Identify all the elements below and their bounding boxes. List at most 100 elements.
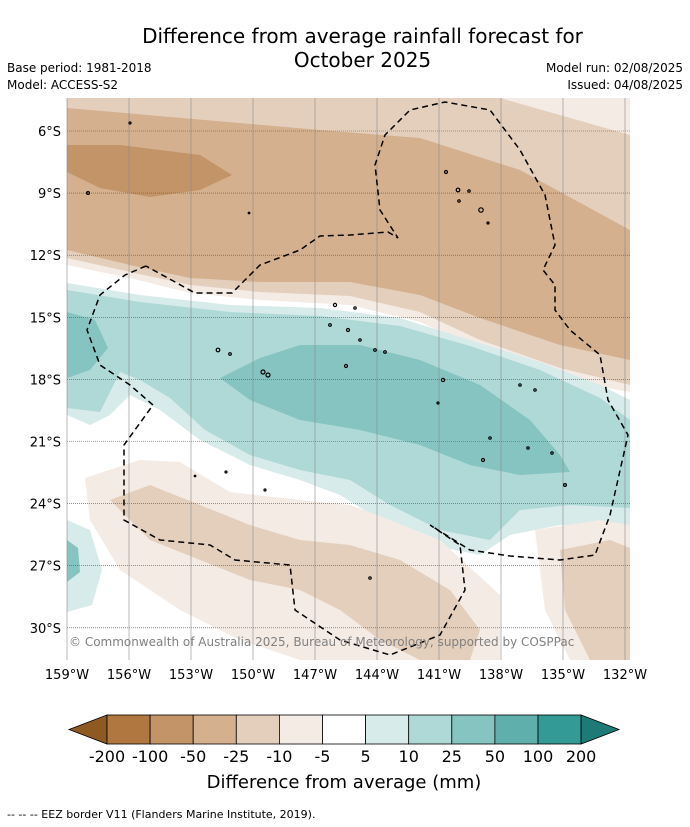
island-marker — [373, 348, 377, 352]
island-marker — [480, 457, 486, 463]
southwest-wet-light — [67, 540, 80, 582]
colorbar-tick-label: 10 — [399, 747, 419, 766]
island-marker — [215, 347, 221, 353]
island-marker — [345, 327, 351, 333]
colorbar-title: Difference from average (mm) — [207, 772, 482, 793]
latitude-label: 21°S — [30, 436, 61, 451]
colorbar-tick-label: 200 — [566, 747, 597, 766]
longitude-label: 132°W — [603, 668, 647, 683]
longitude-label: 138°W — [479, 668, 523, 683]
island-marker — [436, 401, 440, 405]
colorbar-tick-label: 25 — [442, 747, 462, 766]
eez-border — [86, 101, 629, 656]
longitude-label: 141°W — [417, 668, 461, 683]
rainfall-map-figure: 6°S 9°S 12°S 15°S 18°S 21°S 24°S 27°S 30°S 159°W… — [30, 98, 647, 793]
title-line-1: Difference from average rainfall forecas… — [142, 24, 583, 48]
map-title: Difference from average rainfall forecas… — [70, 24, 655, 72]
wet-band-west — [67, 312, 108, 378]
colorbar-tick-label: -50 — [180, 747, 206, 766]
island-marker — [467, 189, 471, 193]
south-dry-light — [110, 485, 480, 660]
southeast-dry-light — [560, 540, 630, 660]
island-marker — [85, 191, 90, 196]
longitude-label: 159°W — [45, 668, 89, 683]
base-period: Base period: 1981-2018 — [7, 61, 152, 75]
latitude-label: 30°S — [30, 622, 61, 637]
colorbar-segment — [408, 714, 453, 745]
colorbar-segment — [278, 714, 323, 745]
longitude-label: 147°W — [293, 668, 337, 683]
issued-date: Issued: 04/08/2025 — [567, 78, 683, 92]
title-line-2: October 2025 — [293, 48, 432, 72]
southwest-wet-outer — [67, 520, 102, 612]
latitude-label: 6°S — [38, 125, 61, 140]
island-marker — [263, 488, 267, 492]
colorbar-segment — [451, 714, 496, 745]
island-marker — [486, 221, 490, 225]
island-marker — [193, 474, 197, 478]
latitude-label: 12°S — [30, 249, 61, 264]
longitude-label: 135°W — [541, 668, 585, 683]
colorbar-segment — [149, 714, 194, 745]
latitude-label: 24°S — [30, 498, 61, 513]
island-marker — [533, 388, 537, 392]
colorbar: -200 -100 -50 -25 -10 -5 5 10 25 50 100 200 — [67, 714, 621, 766]
island-marker — [550, 451, 554, 455]
eez-legend-note: -- -- -- EEZ border V11 (Flanders Marine… — [7, 808, 316, 821]
island-marker — [265, 372, 271, 378]
island-marker — [457, 199, 461, 203]
colorbar-tick-label: -25 — [223, 747, 249, 766]
latitude-label: 15°S — [30, 311, 61, 326]
islands — [85, 121, 567, 580]
island-marker — [562, 483, 567, 488]
longitude-label: 156°W — [107, 668, 151, 683]
island-marker — [368, 576, 372, 580]
island-marker — [455, 187, 461, 193]
island-marker — [443, 169, 449, 175]
copyright-notice: © Commonwealth of Australia 2025, Bureau… — [69, 635, 574, 649]
run-info: Model run: 02/08/2025 Issued: 04/08/2025 — [546, 60, 683, 94]
island-marker — [488, 436, 492, 440]
colorbar-segment — [235, 714, 280, 745]
colorbar-segment — [537, 714, 582, 745]
model-info: Base period: 1981-2018 Model: ACCESS-S2 — [7, 60, 152, 94]
latitude-label: 9°S — [38, 187, 61, 202]
island-marker — [518, 383, 522, 387]
island-marker — [343, 363, 349, 369]
colorbar-tick-label: 5 — [361, 747, 371, 766]
gridlines — [66, 98, 630, 660]
colorbar-segment — [365, 714, 410, 745]
island-marker — [328, 323, 332, 327]
map-area — [67, 98, 630, 660]
colorbar-segment — [322, 714, 366, 745]
latitude-labels: 6°S 9°S 12°S 15°S 18°S 21°S 24°S 27°S 30°S — [30, 125, 61, 637]
colorbar-segment — [192, 714, 237, 745]
island-marker — [332, 302, 338, 308]
latitude-label: 18°S — [30, 373, 61, 388]
island-marker — [247, 211, 251, 215]
colorbar-tick-label: -5 — [315, 747, 331, 766]
longitude-labels: 159°W 156°W 153°W 150°W 147°W 144°W 141°W 138°W… — [45, 668, 647, 683]
island-marker — [128, 121, 132, 125]
colorbar-tick-label: -100 — [132, 747, 168, 766]
wet-band-medium — [220, 345, 570, 475]
colorbar-segment — [494, 714, 539, 745]
island-marker — [478, 207, 484, 213]
colorbar-low-extension — [67, 714, 108, 745]
colorbar-tick-label: 100 — [523, 747, 554, 766]
colorbar-tick-label: -200 — [89, 747, 125, 766]
colorbar-segment — [106, 714, 151, 745]
colorbar-tick-label: -10 — [266, 747, 292, 766]
island-marker — [440, 377, 446, 383]
model-name: Model: ACCESS-S2 — [7, 78, 119, 92]
longitude-label: 153°W — [169, 668, 213, 683]
island-marker — [526, 446, 530, 450]
latitude-label: 27°S — [30, 560, 61, 575]
island-marker — [358, 338, 362, 342]
longitude-label: 144°W — [355, 668, 399, 683]
island-marker — [353, 306, 357, 310]
island-marker — [224, 470, 228, 474]
island-marker — [383, 350, 387, 354]
colorbar-high-extension — [580, 714, 621, 745]
model-run-date: Model run: 02/08/2025 — [545, 61, 683, 75]
